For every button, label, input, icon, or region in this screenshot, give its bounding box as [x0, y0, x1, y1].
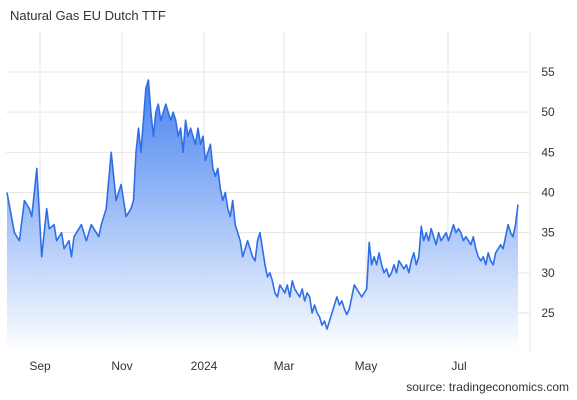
x-tick-label: Jul — [451, 359, 466, 373]
x-tick-label: Nov — [111, 359, 132, 373]
y-tick-label: 50 — [541, 105, 555, 119]
chart-source: source: tradingeconomics.com — [406, 380, 569, 394]
series-line — [6, 79, 519, 330]
y-tick-label: 55 — [541, 65, 555, 79]
y-tick-label: 45 — [541, 145, 555, 159]
y-tick-label: 25 — [541, 306, 555, 320]
x-tick-label: 2024 — [191, 359, 218, 373]
chart-title: Natural Gas EU Dutch TTF — [10, 8, 166, 23]
x-tick-label: Mar — [274, 359, 295, 373]
y-tick-label: 30 — [541, 266, 555, 280]
x-tick-label: Sep — [29, 359, 51, 373]
series-area — [7, 80, 518, 353]
x-axis-ticks: Sep Nov 2024 Mar May Jul — [29, 359, 466, 373]
x-tick-label: May — [355, 359, 378, 373]
y-axis-ticks: 25 30 35 40 45 50 55 — [541, 65, 555, 320]
y-tick-label: 35 — [541, 226, 555, 240]
y-tick-label: 40 — [541, 186, 555, 200]
